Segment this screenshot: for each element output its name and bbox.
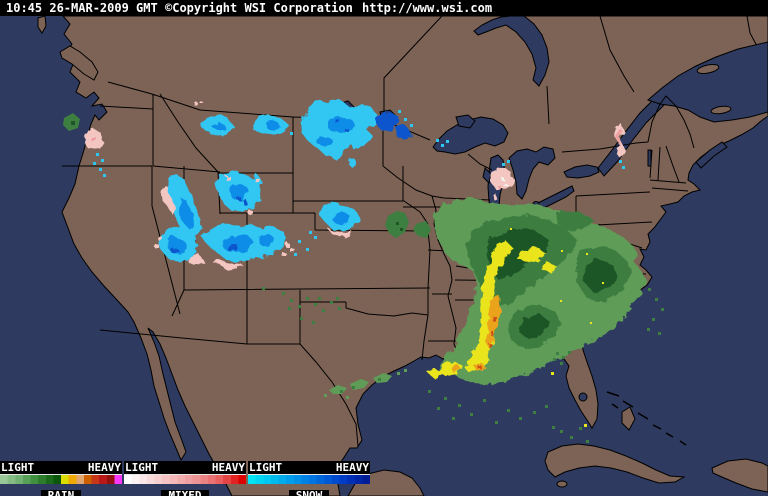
gulf-of-st-lawrence	[647, 41, 768, 123]
snow-label: SNOW	[288, 490, 330, 496]
haida-island	[37, 15, 47, 34]
legend-snow-scale-bar: LIGHT HEAVY	[248, 461, 370, 474]
green-bay	[482, 167, 492, 184]
snow-light-label: LIGHT	[249, 461, 283, 474]
snow-heavy-label: HEAVY	[335, 461, 369, 474]
landmass	[37, 15, 768, 496]
anticosti-island	[696, 63, 720, 75]
rain-light-label: LIGHT	[1, 461, 35, 474]
lake-ontario	[563, 164, 600, 179]
mixed-light-label: LIGHT	[125, 461, 159, 474]
legend-mixed-scale-bar: LIGHT HEAVY	[124, 461, 246, 474]
radar-mixed	[84, 101, 625, 269]
andros-island	[621, 406, 636, 431]
bahamas-outlines	[606, 391, 687, 446]
lake-winnipeg	[473, 15, 550, 87]
mixed-gradient	[124, 474, 246, 484]
hispaniola	[711, 458, 768, 493]
lake-huron	[508, 146, 556, 200]
rain-heavy-label: HEAVY	[87, 461, 121, 474]
precip-legend: LIGHT HEAVY RAIN LIGHT HEAVY MIXED LIGHT…	[0, 461, 372, 496]
mixed-label: MIXED	[161, 490, 209, 496]
title-bar: 10:45 26-MAR-2009 GMT ©Copyright WSI Cor…	[0, 0, 768, 16]
radar-snow-specks	[93, 110, 625, 256]
lake-okeechobee	[578, 392, 588, 402]
bay-of-fundy	[695, 141, 728, 169]
radar-rain-specks	[63, 113, 664, 443]
rain-gradient	[0, 474, 122, 484]
lake-superior	[432, 116, 509, 155]
radar-squall-line	[428, 241, 557, 379]
timestamp: 10:45 26-MAR-2009 GMT	[6, 1, 158, 15]
lake-of-the-woods	[455, 114, 476, 129]
isle-of-youth	[556, 480, 568, 488]
mixed-heavy-label: HEAVY	[211, 461, 245, 474]
legend-rain: LIGHT HEAVY RAIN	[0, 461, 122, 496]
prince-edward-island	[710, 105, 732, 115]
radar-snow	[158, 99, 411, 263]
vancouver-island	[59, 45, 99, 81]
legend-mixed: LIGHT HEAVY MIXED	[124, 461, 246, 496]
rain-label: RAIN	[40, 490, 82, 496]
legend-snow: LIGHT HEAVY SNOW	[248, 461, 370, 496]
snow-gradient	[248, 474, 370, 484]
website-url: http://www.wsi.com	[362, 1, 493, 15]
legend-rain-scale-bar: LIGHT HEAVY	[0, 461, 122, 474]
cuba	[544, 443, 686, 484]
copyright-text: ©Copyright WSI Corporation	[165, 1, 353, 15]
